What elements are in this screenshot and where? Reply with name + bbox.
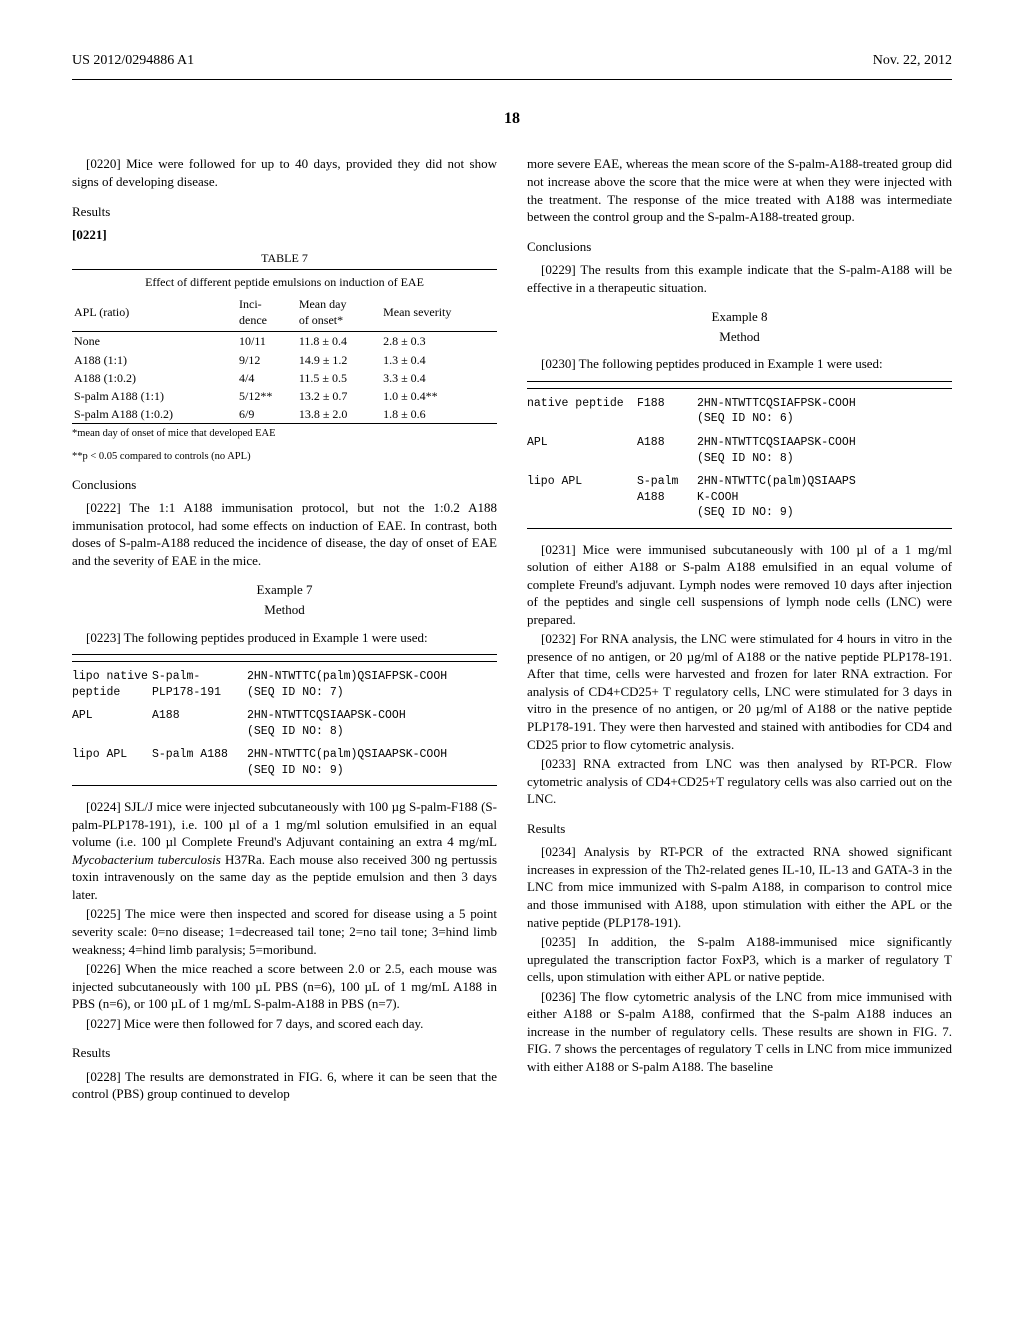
table-row: S-palm A188 (1:1)5/12**13.2 ± 0.71.0 ± 0… — [72, 387, 497, 405]
para-0231: [0231] Mice were immunised subcutaneousl… — [527, 541, 952, 629]
peptide-table-7: lipo native peptide S-palm-PLP178-191 2H… — [72, 654, 497, 786]
page-header: US 2012/0294886 A1 Nov. 22, 2012 — [72, 52, 952, 71]
conclusions-heading: Conclusions — [72, 476, 497, 494]
para-0236: [0236] The flow cytometric analysis of t… — [527, 988, 952, 1076]
pep-row: lipo native peptide S-palm-PLP178-191 2H… — [72, 665, 497, 704]
table-title: Effect of different peptide emulsions on… — [72, 269, 497, 293]
header-rule — [72, 79, 952, 80]
col-incidence: Inci- dence — [237, 293, 297, 332]
table-footnote-1: *mean day of onset of mice that develope… — [72, 427, 497, 441]
para-0220: [0220] Mice were followed for up to 40 d… — [72, 155, 497, 190]
example-7-heading: Example 7 — [72, 581, 497, 599]
pep-row: lipo APL S-palm A188 2HN-NTWTTC(palm)QSI… — [72, 743, 497, 782]
pep-row: APL A188 2HN-NTWTTCQSIAAPSK-COOH(SEQ ID … — [527, 431, 952, 470]
results-heading-2: Results — [72, 1044, 497, 1062]
para-0223: [0223] The following peptides produced i… — [72, 629, 497, 647]
para-0221: [0221] — [72, 226, 497, 244]
doc-date: Nov. 22, 2012 — [873, 52, 952, 71]
pep-row: lipo APL S-palm A188 2HN-NTWTTC(palm)QSI… — [527, 470, 952, 525]
results-heading-3: Results — [527, 820, 952, 838]
table-7: TABLE 7 Effect of different peptide emul… — [72, 250, 497, 464]
para-0224: [0224] SJL/J mice were injected subcutan… — [72, 798, 497, 903]
doc-id: US 2012/0294886 A1 — [72, 52, 194, 71]
table-footnote-2: **p < 0.05 compared to controls (no APL) — [72, 450, 497, 464]
pep-row: APL A188 2HN-NTWTTCQSIAAPSK-COOH(SEQ ID … — [72, 704, 497, 743]
para-0227: [0227] Mice were then followed for 7 day… — [72, 1015, 497, 1033]
table-row: S-palm A188 (1:0.2)6/913.8 ± 2.01.8 ± 0.… — [72, 405, 497, 424]
col-apl: APL (ratio) — [72, 293, 237, 332]
para-0225: [0225] The mice were then inspected and … — [72, 905, 497, 958]
para-0233: [0233] RNA extracted from LNC was then a… — [527, 755, 952, 808]
page-number: 18 — [72, 108, 952, 130]
col-severity: Mean severity — [381, 293, 497, 332]
conclusions-heading-2: Conclusions — [527, 238, 952, 256]
pep-row: native peptide F188 2HN-NTWTTCQSIAFPSK-C… — [527, 392, 952, 431]
para-0226: [0226] When the mice reached a score bet… — [72, 960, 497, 1013]
para-0222: [0222] The 1:1 A188 immunisation protoco… — [72, 499, 497, 569]
col-onset: Mean day of onset* — [297, 293, 381, 332]
example-8-heading: Example 8 — [527, 308, 952, 326]
para-0230: [0230] The following peptides produced i… — [527, 355, 952, 373]
para-0229: [0229] The results from this example ind… — [527, 261, 952, 296]
para-continuation: more severe EAE, whereas the mean score … — [527, 155, 952, 225]
method-heading-1: Method — [72, 601, 497, 619]
para-0235: [0235] In addition, the S-palm A188-immu… — [527, 933, 952, 986]
table-caption: TABLE 7 — [72, 250, 497, 266]
results-heading: Results — [72, 203, 497, 221]
peptide-table-8: native peptide F188 2HN-NTWTTCQSIAFPSK-C… — [527, 381, 952, 529]
method-heading-2: Method — [527, 328, 952, 346]
para-0228: [0228] The results are demonstrated in F… — [72, 1068, 497, 1103]
para-0234: [0234] Analysis by RT-PCR of the extract… — [527, 843, 952, 931]
table-row: None10/1111.8 ± 0.42.8 ± 0.3 — [72, 332, 497, 351]
content-columns: [0220] Mice were followed for up to 40 d… — [72, 155, 952, 1225]
table-row: A188 (1:1)9/1214.9 ± 1.21.3 ± 0.4 — [72, 351, 497, 369]
para-0232: [0232] For RNA analysis, the LNC were st… — [527, 630, 952, 753]
table-row: A188 (1:0.2)4/411.5 ± 0.53.3 ± 0.4 — [72, 369, 497, 387]
table-7-grid: Effect of different peptide emulsions on… — [72, 269, 497, 425]
